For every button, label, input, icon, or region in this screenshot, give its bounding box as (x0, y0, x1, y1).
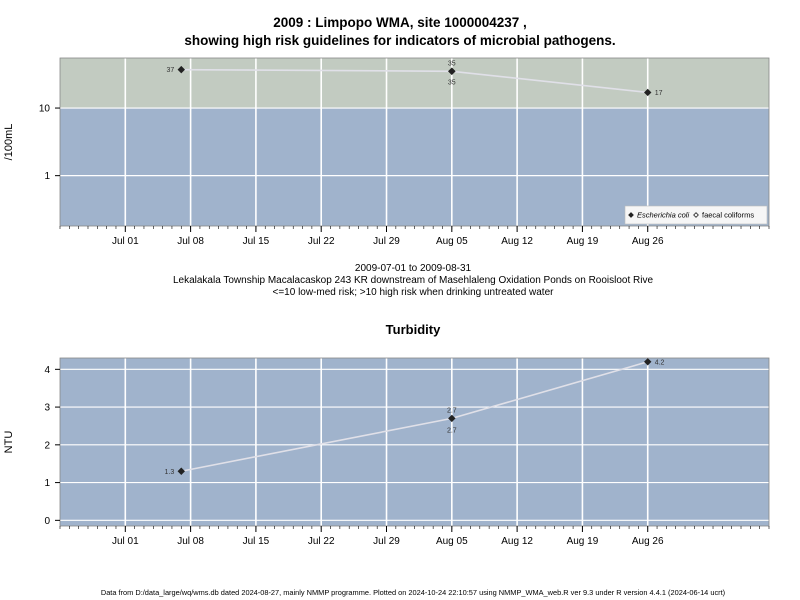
data-point (644, 358, 652, 366)
legend-box (624, 205, 768, 225)
y-axis-label: NTU (3, 431, 15, 454)
data-label: 35 (448, 60, 456, 67)
x-tick-label: Aug 26 (632, 236, 664, 247)
legend-marker (628, 212, 634, 218)
footer-note: Data from D:/data_large/wq/wms.db dated … (100, 588, 726, 597)
x-tick-label: Jul 08 (177, 536, 204, 547)
data-point (448, 67, 456, 75)
chart-title: 2009 : Limpopo WMA, site 1000004237 , sh… (0, 14, 800, 50)
y-tick-label: 3 (44, 403, 50, 414)
data-label: 2.7 (447, 427, 457, 434)
data-point (448, 414, 456, 423)
data-label: 4.2 (655, 359, 665, 366)
x-tick-label: Aug 12 (501, 536, 533, 547)
x-tick-label: Aug 19 (567, 536, 599, 547)
x-tick-label: Jul 01 (112, 236, 139, 247)
y-tick-label: 2 (44, 440, 50, 451)
legend: Escherichia coli faecal coliforms (624, 205, 768, 225)
legend-entry-1: Escherichia coli (637, 211, 689, 220)
data-label: 37 (166, 67, 174, 74)
data-point (177, 65, 185, 74)
x-tick-label: Jul 22 (308, 236, 335, 247)
data-label: 35 (448, 79, 456, 86)
plot-background (60, 358, 769, 526)
subtitle-guideline: <=10 low-med risk; >10 high risk when dr… (272, 287, 554, 298)
chart-panel-2: Jul 01 Jul 08 Jul 15 Jul 22 Jul 29 Aug 05 Aug … (3, 357, 770, 547)
data-point (644, 88, 652, 97)
y-axis-label: /100mL (3, 124, 15, 161)
x-tick-label: Jul 15 (243, 236, 270, 247)
x-tick-label: Aug 12 (501, 236, 533, 247)
data-label: 2.7 (447, 407, 457, 414)
legend-marker (693, 212, 699, 218)
subtitle-date-range: 2009-07-01 to 2009-08-31 (354, 263, 472, 274)
data-label: 1.3 (165, 469, 175, 476)
y-tick-label: 0 (44, 516, 50, 527)
legend-entry-2: faecal coliforms (702, 211, 754, 220)
x-tick-label: Aug 26 (632, 536, 664, 547)
chart-title-line2: showing high risk guidelines for indicat… (184, 33, 616, 48)
data-label: 17 (655, 90, 663, 97)
high-risk-band (60, 58, 769, 109)
chart-title-line1: 2009 : Limpopo WMA, site 1000004237 , (273, 15, 527, 30)
turbidity-title: Turbidity (385, 322, 441, 337)
x-tick-label: Jul 29 (373, 536, 400, 547)
subtitle-location: Lekalakala Township Macalacaskop 243 KR … (172, 275, 654, 286)
x-tick-label: Jul 22 (308, 536, 335, 547)
x-tick-label: Jul 01 (112, 536, 139, 547)
x-tick-label: Jul 15 (243, 536, 270, 547)
y-tick-label: 1 (44, 171, 50, 182)
x-tick-label: Aug 05 (436, 236, 468, 247)
y-tick-label: 4 (44, 365, 50, 376)
chart-subtitle: 2009-07-01 to 2009-08-31 Lekalakala Town… (0, 263, 800, 299)
x-tick-label: Aug 05 (436, 536, 468, 547)
x-tick-label: Aug 19 (567, 236, 599, 247)
x-tick-label: Jul 08 (177, 236, 204, 247)
x-tick-label: Jul 29 (373, 236, 400, 247)
chart-panel-1: Jul 01 Jul 08 Jul 15 Jul 22 Jul 29 Aug 05 Aug … (3, 57, 770, 247)
y-tick-label: 10 (39, 104, 51, 115)
y-tick-label: 1 (44, 478, 50, 489)
data-point (177, 467, 185, 475)
